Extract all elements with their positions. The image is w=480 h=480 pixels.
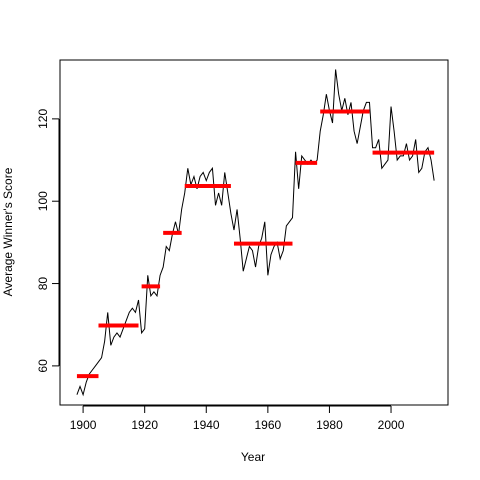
- x-tick-label: 1940: [193, 418, 220, 432]
- x-tick-label: 1920: [131, 418, 158, 432]
- x-tick-label: 2000: [378, 418, 405, 432]
- y-axis-title: Average Winner's Score: [1, 167, 15, 296]
- x-tick-label: 1980: [316, 418, 343, 432]
- x-tick-label: 1900: [70, 418, 97, 432]
- data-line: [76, 69, 435, 397]
- y-tick-label: 80: [36, 277, 50, 291]
- x-axis-title: Year: [241, 450, 265, 464]
- plot-box: [59, 59, 449, 406]
- y-tick-label: 60: [36, 359, 50, 373]
- y-tick-label: 100: [36, 191, 50, 211]
- y-tick-label: 120: [36, 109, 50, 129]
- x-tick-label: 1960: [255, 418, 282, 432]
